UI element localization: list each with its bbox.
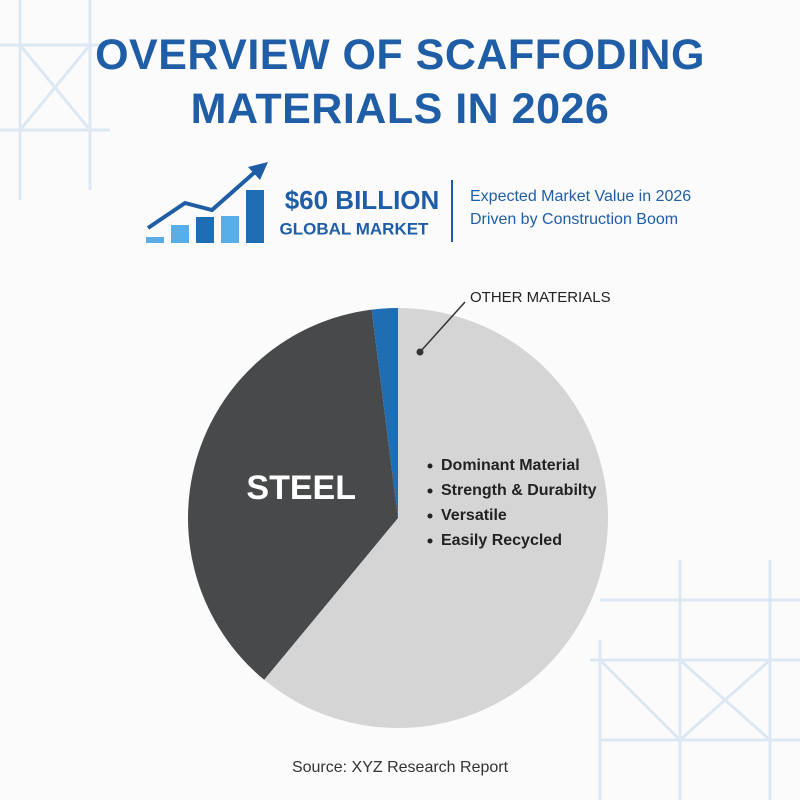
callout-label: OTHER MATERIALS (470, 289, 611, 306)
slice-annotation: Easily Recycled (441, 532, 562, 549)
chart-title: OVERVIEW OF SCAFFODING MATERIALS IN 2026 (95, 31, 705, 133)
slice-annotation: Dominant Material (441, 457, 580, 474)
slice-label: STEEL (246, 469, 356, 507)
stat-label: GLOBAL MARKET (280, 219, 430, 238)
growth-icon (146, 162, 268, 243)
stat-value: $60 BILLION (285, 185, 440, 215)
bullet (427, 513, 433, 519)
bullet (427, 463, 433, 469)
bullet (427, 538, 433, 544)
bullet (427, 488, 433, 494)
pie-slice (371, 308, 398, 518)
slice-annotation: Versatile (441, 507, 507, 524)
pie-slice (264, 308, 608, 728)
callout-line (419, 301, 466, 353)
slice-annotation: Strength & Durabilty (441, 482, 597, 499)
stat-note: Driven by Construction Boom (470, 211, 678, 228)
stat-note: Expected Market Value in 2026 (470, 188, 691, 205)
source: Source: XYZ Research Report (292, 759, 509, 776)
pie-slice (187, 309, 398, 680)
